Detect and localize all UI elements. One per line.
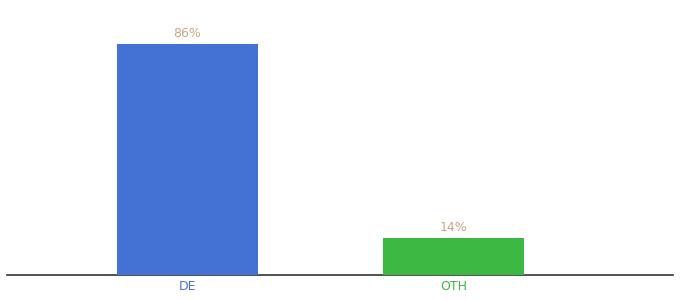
Text: 86%: 86%	[173, 28, 201, 40]
Bar	[383, 238, 524, 275]
Bar	[117, 44, 258, 275]
Text: 14%: 14%	[440, 220, 468, 234]
